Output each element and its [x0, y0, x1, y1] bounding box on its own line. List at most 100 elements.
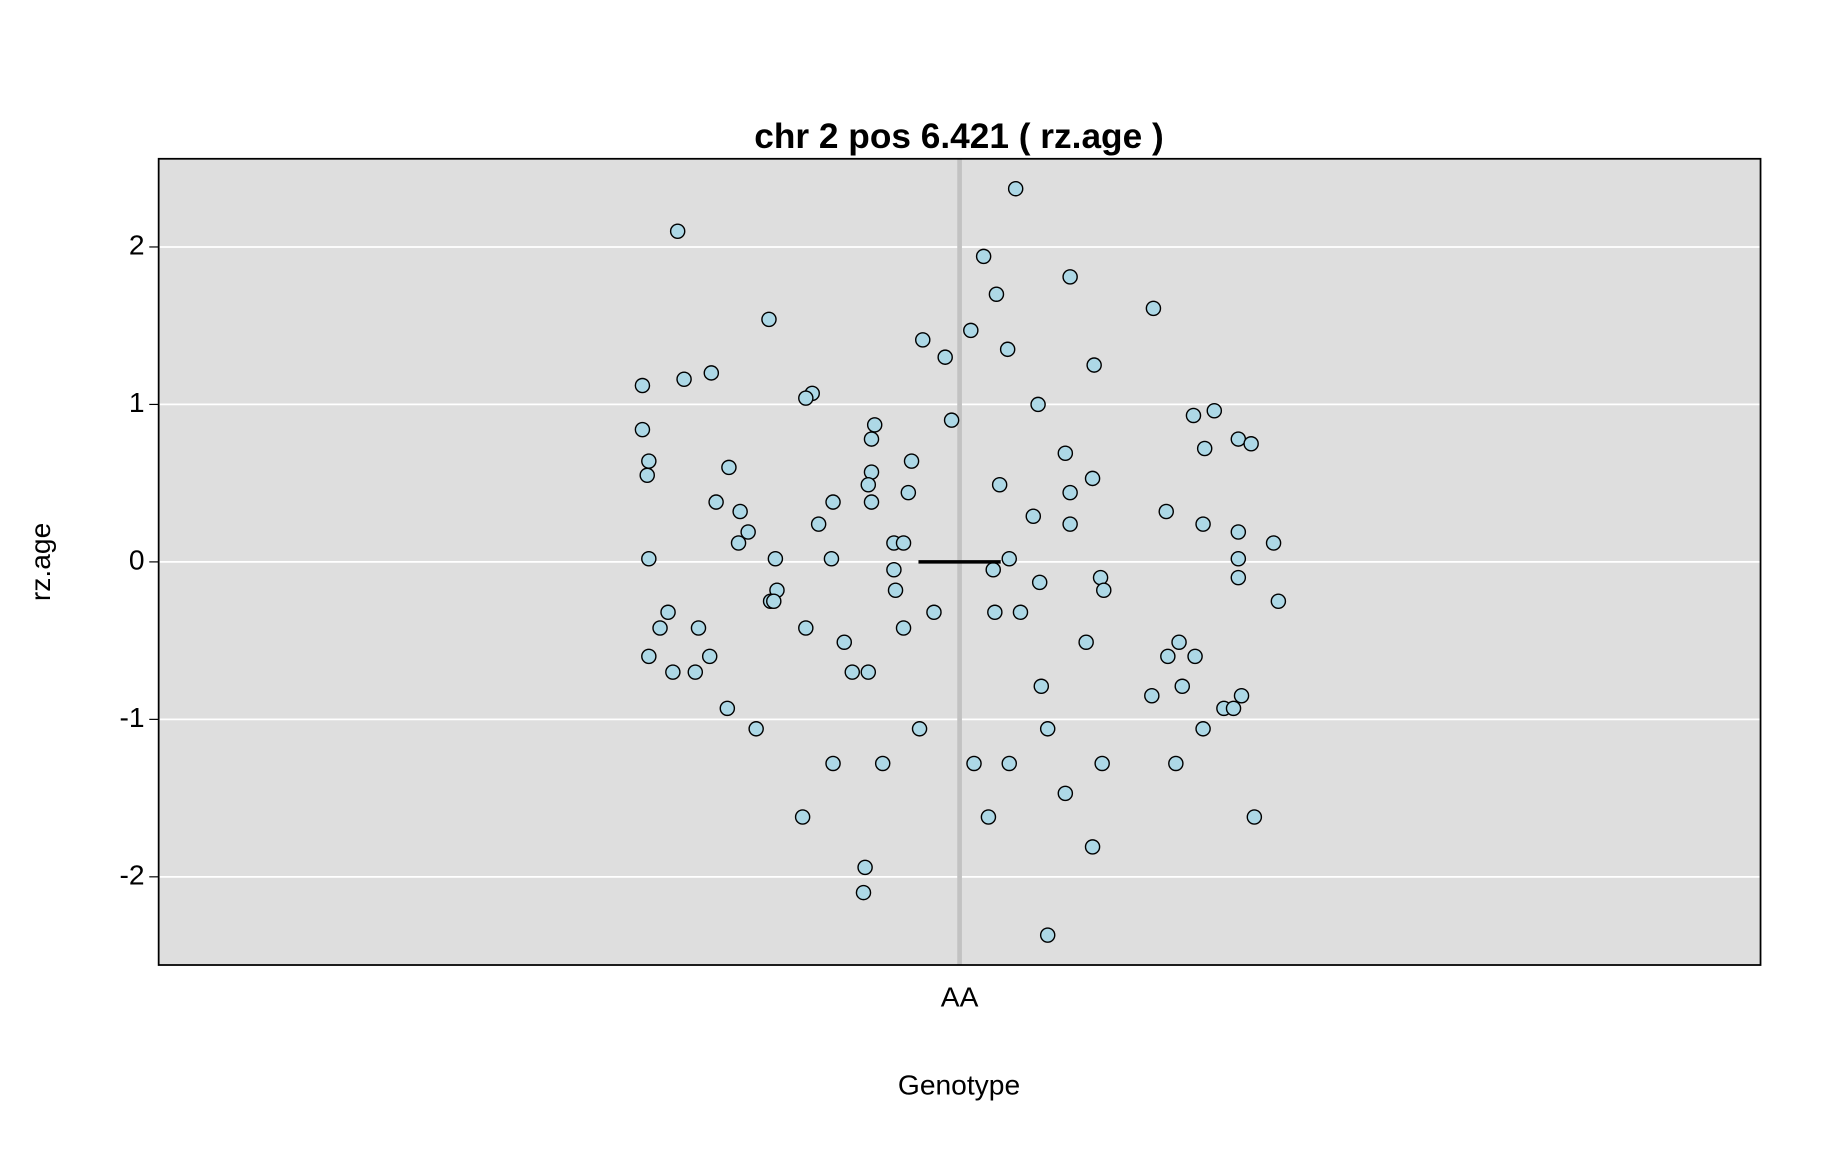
point [1086, 357, 1102, 373]
point [836, 634, 853, 650]
point [1230, 569, 1247, 586]
point [857, 859, 873, 876]
point [634, 377, 651, 394]
point [863, 494, 880, 510]
point [985, 562, 1001, 578]
point [1084, 839, 1101, 855]
point [766, 593, 782, 610]
point [1174, 678, 1191, 695]
point [903, 453, 920, 469]
x-axis-label: Genotype [898, 1069, 1020, 1101]
point [639, 467, 655, 484]
point [1243, 436, 1259, 452]
point [1092, 569, 1109, 586]
point [886, 562, 902, 578]
chart-title: chr 2 pos 6.421 ( rz.age ) [754, 117, 1163, 156]
point [1206, 402, 1223, 419]
point [1001, 755, 1018, 772]
point [1233, 687, 1250, 704]
point [730, 535, 747, 551]
point [1057, 445, 1074, 462]
point [937, 349, 953, 365]
point [701, 648, 718, 665]
point [1145, 300, 1162, 317]
point [1246, 809, 1263, 825]
point [895, 535, 912, 551]
point [991, 476, 1008, 493]
point [794, 809, 811, 825]
point [740, 524, 756, 540]
point [943, 412, 960, 428]
point [860, 664, 877, 680]
point [1144, 687, 1160, 704]
point [641, 550, 657, 567]
point [798, 620, 814, 636]
point [911, 721, 928, 737]
plot-frame [157, 157, 1762, 966]
point [975, 248, 992, 265]
point [1057, 785, 1074, 802]
y-axis-label: rz.age [24, 523, 56, 601]
y-tick-label: 2 [129, 228, 145, 260]
point [1195, 516, 1211, 532]
point [887, 582, 904, 598]
point [721, 459, 737, 476]
point [1230, 524, 1247, 540]
point [708, 494, 724, 510]
y-tick-label: 1 [129, 386, 145, 418]
point [810, 516, 827, 532]
point [732, 503, 748, 520]
point [660, 604, 676, 621]
point [748, 721, 764, 737]
point [1012, 604, 1029, 621]
y-tick-label: -1 [119, 701, 144, 733]
point [980, 809, 997, 825]
point [665, 664, 681, 680]
point [1084, 470, 1101, 487]
y-tick-label: -2 [119, 858, 144, 890]
point [761, 311, 777, 328]
point [999, 341, 1016, 358]
point [1039, 721, 1056, 737]
point [1265, 535, 1282, 551]
point [690, 620, 707, 636]
point [719, 700, 736, 717]
point [1062, 269, 1078, 285]
point [703, 365, 720, 381]
point [1230, 550, 1247, 567]
point [987, 604, 1003, 621]
x-tick-label: AA [941, 981, 979, 1013]
point [641, 453, 657, 469]
point [676, 371, 692, 387]
point [1270, 593, 1287, 610]
point [1225, 700, 1242, 717]
point [1187, 648, 1203, 665]
point [1033, 678, 1050, 695]
point [1230, 431, 1247, 447]
point [798, 390, 814, 406]
point [1007, 180, 1024, 197]
point [988, 286, 1005, 302]
point [914, 332, 931, 348]
point [900, 484, 917, 501]
point [1030, 396, 1046, 413]
point [895, 620, 912, 636]
point [823, 550, 840, 567]
point [860, 476, 877, 493]
point [1039, 927, 1056, 943]
point [863, 431, 880, 447]
point [1025, 508, 1042, 524]
point [634, 421, 651, 438]
point [1094, 755, 1110, 772]
point [855, 884, 872, 901]
point [767, 550, 784, 567]
point [874, 755, 891, 772]
point [926, 604, 942, 621]
point [1171, 634, 1187, 650]
point [844, 664, 861, 680]
point [825, 755, 841, 772]
point [1196, 440, 1213, 457]
y-tick-label: 0 [129, 543, 145, 575]
point [1062, 516, 1078, 532]
